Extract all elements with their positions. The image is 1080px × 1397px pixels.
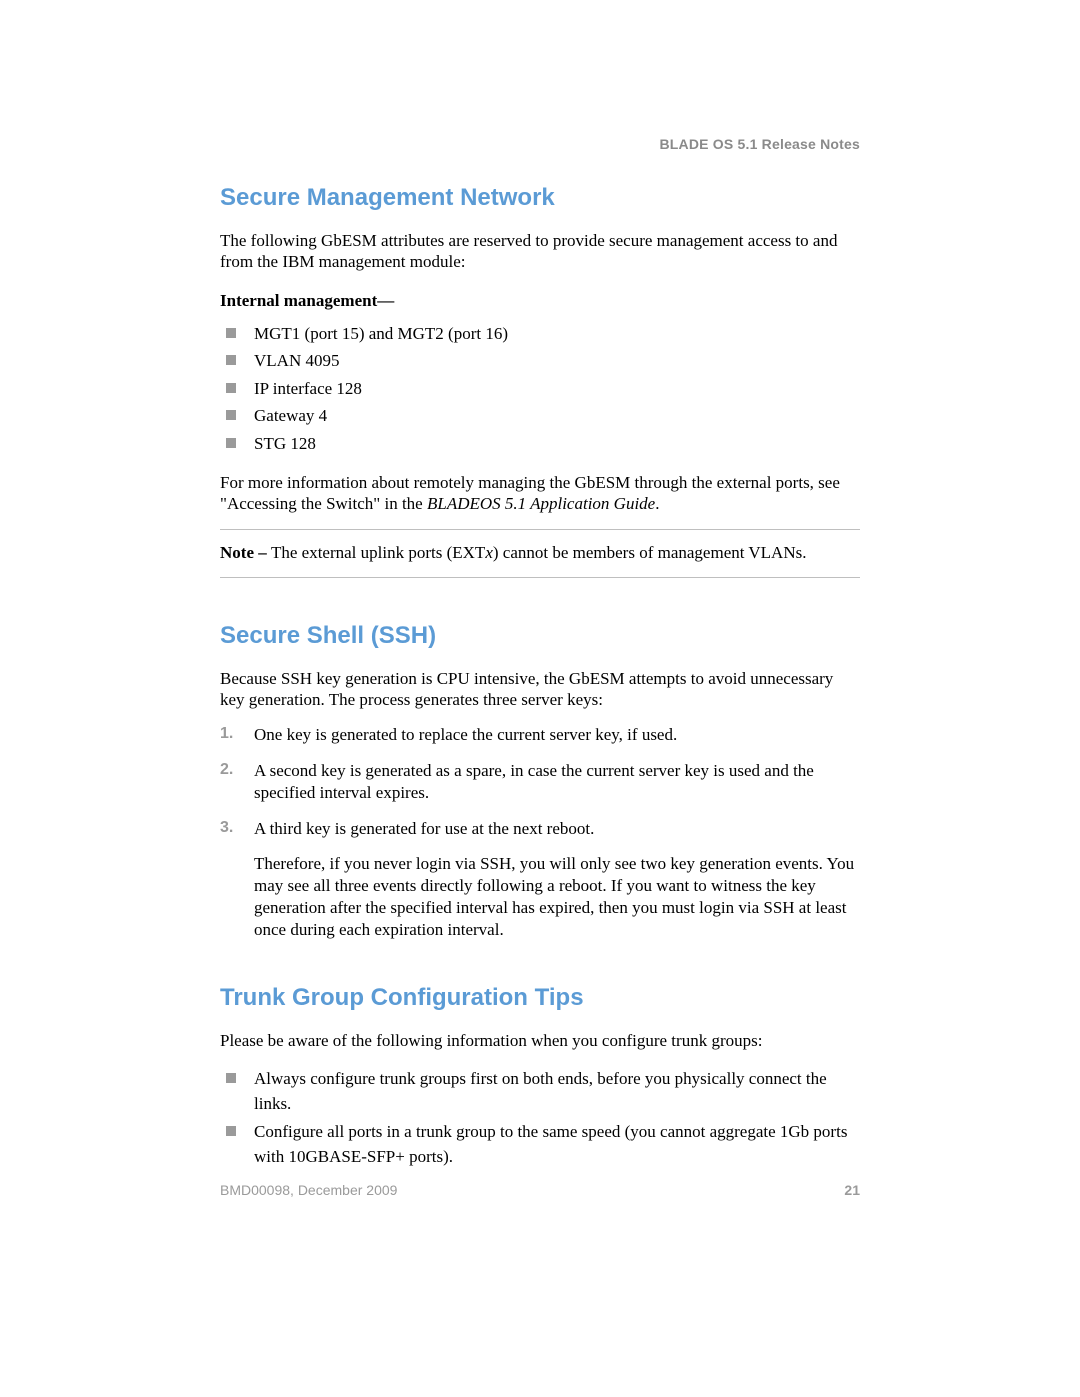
note-label: Note – bbox=[220, 543, 271, 562]
smn-bullet-list: MGT1 (port 15) and MGT2 (port 16) VLAN 4… bbox=[220, 321, 860, 457]
heading-trunk-group: Trunk Group Configuration Tips bbox=[220, 984, 860, 1012]
text: . bbox=[655, 494, 659, 513]
smn-subhead: Internal management— bbox=[220, 291, 860, 311]
variable-x: x bbox=[485, 543, 493, 562]
book-title: BLADEOS 5.1 Application Guide bbox=[427, 494, 655, 513]
divider bbox=[220, 529, 860, 530]
list-item: Always configure trunk groups first on b… bbox=[220, 1066, 860, 1117]
divider bbox=[220, 577, 860, 578]
list-item: VLAN 4095 bbox=[220, 348, 860, 374]
list-item: MGT1 (port 15) and MGT2 (port 16) bbox=[220, 321, 860, 347]
footer-page-number: 21 bbox=[844, 1182, 860, 1198]
heading-secure-management-network: Secure Management Network bbox=[220, 184, 860, 212]
text: The external uplink ports (EXT bbox=[271, 543, 485, 562]
list-item: Gateway 4 bbox=[220, 403, 860, 429]
text: ) cannot be members of management VLANs. bbox=[493, 543, 807, 562]
list-item: One key is generated to replace the curr… bbox=[220, 724, 860, 746]
heading-secure-shell: Secure Shell (SSH) bbox=[220, 622, 860, 650]
page-footer: BMD00098, December 2009 21 bbox=[220, 1182, 860, 1198]
ssh-after-paragraph: Therefore, if you never login via SSH, y… bbox=[254, 853, 860, 940]
list-item: A second key is generated as a spare, in… bbox=[220, 760, 860, 804]
list-item: Configure all ports in a trunk group to … bbox=[220, 1119, 860, 1170]
footer-doc-id: BMD00098, December 2009 bbox=[220, 1182, 397, 1198]
trunk-intro: Please be aware of the following informa… bbox=[220, 1030, 860, 1051]
ssh-steps: One key is generated to replace the curr… bbox=[254, 724, 860, 839]
list-item: IP interface 128 bbox=[220, 376, 860, 402]
trunk-bullet-list: Always configure trunk groups first on b… bbox=[220, 1066, 860, 1170]
ssh-intro: Because SSH key generation is CPU intens… bbox=[220, 668, 860, 711]
page-content: Secure Management Network The following … bbox=[220, 136, 860, 1186]
list-item: STG 128 bbox=[220, 431, 860, 457]
list-item: A third key is generated for use at the … bbox=[220, 818, 860, 840]
note-paragraph: Note – The external uplink ports (EXTx) … bbox=[220, 542, 860, 563]
smn-intro: The following GbESM attributes are reser… bbox=[220, 230, 860, 273]
smn-after-paragraph: For more information about remotely mana… bbox=[220, 472, 860, 515]
